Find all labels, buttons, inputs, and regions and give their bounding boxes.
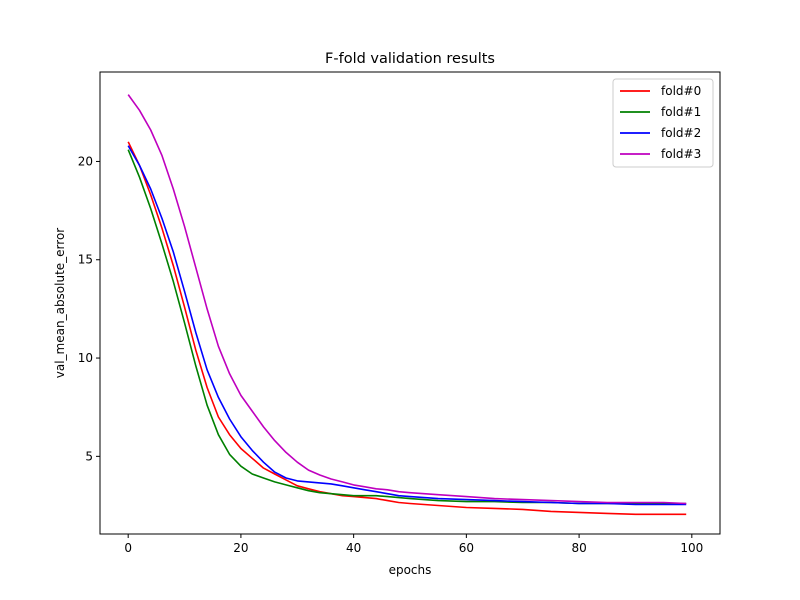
y-axis-label: val_mean_absolute_error xyxy=(53,228,67,379)
y-tick-label: 15 xyxy=(78,253,93,267)
legend-label-fold-1: fold#1 xyxy=(661,105,701,119)
x-tick-label: 20 xyxy=(233,541,248,555)
x-tick-label: 100 xyxy=(680,541,703,555)
x-axis-label: epochs xyxy=(389,563,432,577)
y-axis-ticks: 5 10 15 20 xyxy=(78,154,100,463)
x-tick-label: 60 xyxy=(459,541,474,555)
series-line-fold-3 xyxy=(127,94,687,505)
legend-label-fold-0: fold#0 xyxy=(661,84,701,98)
plot-area: 0 20 40 60 80 100 5 10 15 20 xyxy=(78,71,721,555)
y-tick-label: 10 xyxy=(78,351,93,365)
series-line-fold-2 xyxy=(127,145,687,506)
x-axis-ticks: 0 20 40 60 80 100 xyxy=(124,534,703,555)
series-layer xyxy=(127,94,687,516)
y-tick-label: 20 xyxy=(78,154,93,168)
x-tick-label: 0 xyxy=(124,541,132,555)
legend-label-fold-3: fold#3 xyxy=(661,147,701,161)
plot-frame xyxy=(99,71,721,535)
legend-label-fold-2: fold#2 xyxy=(661,126,701,140)
legend-box xyxy=(612,78,714,168)
x-tick-label: 80 xyxy=(571,541,586,555)
chart-title: F-fold validation results xyxy=(325,51,495,67)
y-tick-label: 5 xyxy=(85,449,93,463)
legend: fold#0 fold#1 fold#2 fold#3 xyxy=(612,78,714,168)
x-tick-label: 40 xyxy=(346,541,361,555)
